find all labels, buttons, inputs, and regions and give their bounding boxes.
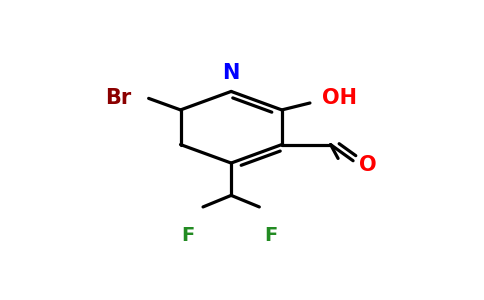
Text: F: F — [264, 226, 277, 245]
Text: N: N — [223, 63, 240, 83]
Text: O: O — [359, 155, 377, 176]
Text: OH: OH — [322, 88, 358, 108]
Text: Br: Br — [106, 88, 132, 108]
Text: F: F — [182, 226, 195, 245]
